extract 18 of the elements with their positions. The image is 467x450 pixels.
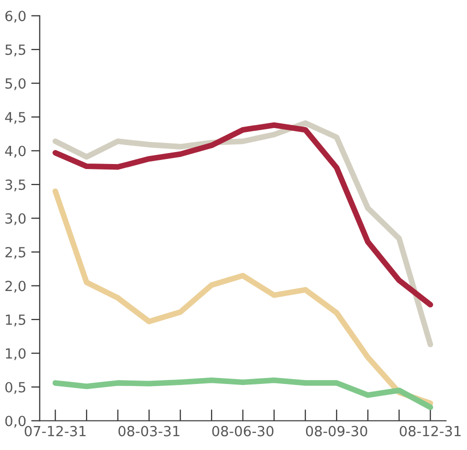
x-tick-label: 07-12-31	[24, 426, 86, 436]
x-tick-label: 08-06-30	[212, 426, 274, 436]
y-tick-label: 4,5	[5, 112, 26, 124]
x-tick-label: 08-03-31	[118, 426, 180, 436]
y-tick-label: 3,5	[5, 179, 26, 192]
y-tick-label: 5,0	[5, 78, 26, 90]
x-tick-label: 08-12-31	[400, 426, 461, 436]
x-tick-label: 08-09-30	[306, 426, 368, 436]
y-tick-label: 0,0	[5, 416, 26, 428]
y-tick-label: 2,0	[5, 280, 26, 293]
y-tick-label: 1,5	[6, 314, 26, 326]
y-tick-label: 0,5	[5, 382, 26, 394]
y-tick-label: 5,5	[5, 44, 26, 56]
y-tick-label: 6,0	[5, 10, 26, 23]
y-tick-label: 1,0	[6, 348, 26, 360]
y-tick-label: 3,0	[5, 213, 26, 226]
y-tick-label: 2,5	[5, 246, 26, 259]
y-tick-label: 4,0	[5, 146, 26, 158]
